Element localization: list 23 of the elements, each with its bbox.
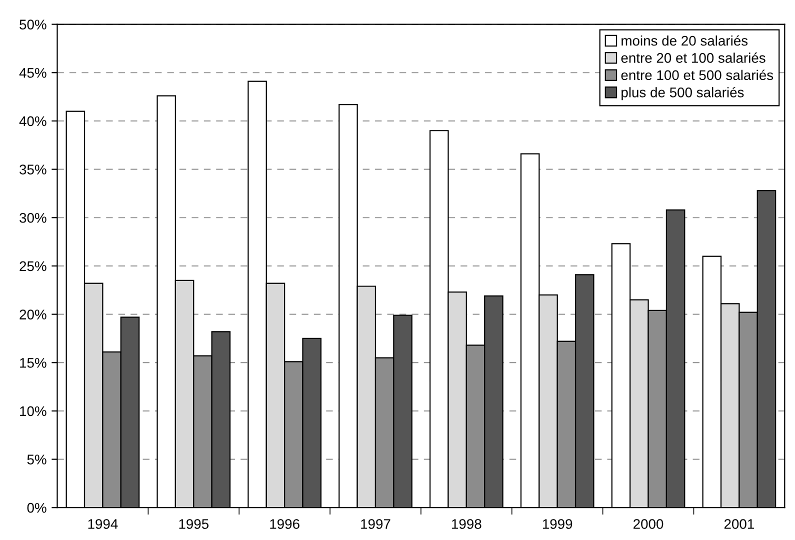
y-tick-label: 30% — [20, 212, 46, 223]
y-tick-label: 15% — [20, 358, 46, 368]
x-tick-label: 2000 — [634, 519, 664, 529]
y-tick-label: 0% — [27, 502, 46, 513]
x-tick-label: 1997 — [361, 519, 390, 529]
y-tick-label: 35% — [20, 164, 46, 174]
legend-label: entre 100 et 500 salariés — [621, 70, 774, 80]
y-tick-label: 50% — [20, 20, 46, 30]
x-tick-label: 1999 — [542, 519, 572, 529]
y-tick-label: 25% — [20, 261, 46, 272]
x-tick-label: 1994 — [88, 519, 118, 529]
legend-label: entre 20 et 100 salariés — [621, 52, 766, 63]
y-tick-label: 10% — [20, 406, 46, 416]
x-tick-label: 1996 — [270, 519, 300, 529]
x-tick-label: 1998 — [452, 519, 482, 529]
y-tick-label: 40% — [19, 116, 46, 126]
y-tick-label: 20% — [20, 310, 46, 320]
legend-label: moins de 20 salariés — [622, 35, 748, 46]
y-tick-label: 5% — [27, 454, 46, 464]
x-tick-label: 1995 — [179, 519, 208, 529]
x-tick-label: 2001 — [724, 519, 754, 529]
legend-label: plus de 500 salariés — [622, 86, 744, 100]
y-tick-label: 45% — [19, 68, 46, 78]
